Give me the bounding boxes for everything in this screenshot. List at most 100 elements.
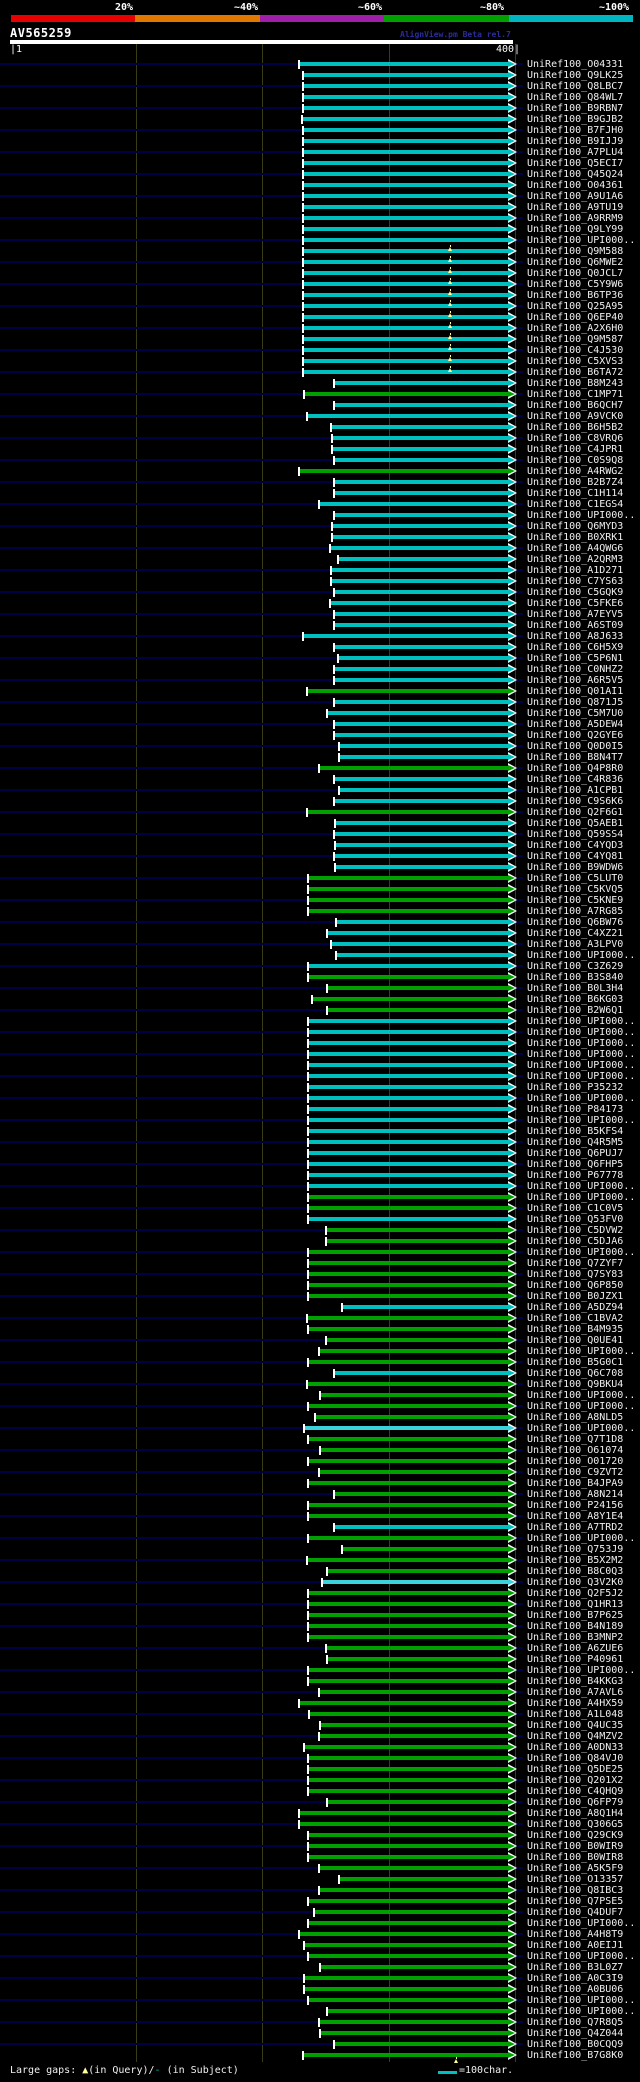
alignment-row[interactable]: UniRef100_B3S840: [0, 972, 640, 983]
alignment-row[interactable]: UniRef100_A5K5F9: [0, 1863, 640, 1874]
alignment-row[interactable]: UniRef100_Q7SY83: [0, 1269, 640, 1280]
alignment-row[interactable]: UniRef100_A6ZUE6: [0, 1643, 640, 1654]
alignment-row[interactable]: UniRef100_Q1HR13: [0, 1599, 640, 1610]
alignment-row[interactable]: UniRef100_Q4DUF7: [0, 1907, 640, 1918]
alignment-row[interactable]: UniRef100_Q0UE41: [0, 1335, 640, 1346]
alignment-row[interactable]: UniRef100_B4JPA9: [0, 1478, 640, 1489]
alignment-row[interactable]: UniRef100_Q9BKU4: [0, 1379, 640, 1390]
alignment-row[interactable]: UniRef100_A5DZ94: [0, 1302, 640, 1313]
alignment-row[interactable]: UniRef100_B7G8K0: [0, 2050, 640, 2063]
alignment-row[interactable]: UniRef100_A4RWG2: [0, 466, 640, 477]
alignment-row[interactable]: UniRef100_UPI000..: [0, 1247, 640, 1258]
alignment-row[interactable]: UniRef100_Q84WL7: [0, 92, 640, 103]
alignment-row[interactable]: UniRef100_A9U1A6: [0, 191, 640, 202]
alignment-row[interactable]: UniRef100_UPI000..: [0, 1918, 640, 1929]
alignment-row[interactable]: UniRef100_A0EIJ1: [0, 1940, 640, 1951]
alignment-row[interactable]: UniRef100_C5Y9W6: [0, 278, 640, 290]
alignment-row[interactable]: UniRef100_UPI000..: [0, 2006, 640, 2017]
alignment-row[interactable]: UniRef100_Q8LBC7: [0, 81, 640, 92]
alignment-row[interactable]: UniRef100_A8NLD5: [0, 1412, 640, 1423]
alignment-row[interactable]: UniRef100_B8C0Q3: [0, 1566, 640, 1577]
alignment-row[interactable]: UniRef100_C5DVW2: [0, 1225, 640, 1236]
alignment-row[interactable]: UniRef100_B2B7Z4: [0, 477, 640, 488]
alignment-row[interactable]: UniRef100_Q9M587: [0, 333, 640, 345]
alignment-row[interactable]: UniRef100_C1EGS4: [0, 499, 640, 510]
alignment-row[interactable]: UniRef100_A0C3I9: [0, 1973, 640, 1984]
alignment-row[interactable]: UniRef100_A7PLU4: [0, 147, 640, 158]
alignment-row[interactable]: UniRef100_C5FKE6: [0, 598, 640, 609]
alignment-row[interactable]: UniRef100_P24156: [0, 1500, 640, 1511]
alignment-row[interactable]: UniRef100_C5GQK9: [0, 587, 640, 598]
alignment-row[interactable]: UniRef100_A0BU06: [0, 1984, 640, 1995]
alignment-row[interactable]: UniRef100_C4QHQ9: [0, 1786, 640, 1797]
alignment-row[interactable]: UniRef100_B9RBN7: [0, 103, 640, 114]
alignment-row[interactable]: UniRef100_Q6MWE2: [0, 256, 640, 268]
alignment-row[interactable]: UniRef100_UPI000..: [0, 1192, 640, 1203]
alignment-row[interactable]: UniRef100_B4M935: [0, 1324, 640, 1335]
alignment-row[interactable]: UniRef100_O04331: [0, 59, 640, 70]
alignment-row[interactable]: UniRef100_Q8IBC3: [0, 1885, 640, 1896]
alignment-row[interactable]: UniRef100_Q6PUJ7: [0, 1148, 640, 1159]
alignment-row[interactable]: UniRef100_Q7ZYF7: [0, 1258, 640, 1269]
alignment-row[interactable]: UniRef100_Q4UC35: [0, 1720, 640, 1731]
alignment-row[interactable]: UniRef100_B3MNP2: [0, 1632, 640, 1643]
alignment-row[interactable]: UniRef100_A4H8T9: [0, 1929, 640, 1940]
alignment-row[interactable]: UniRef100_C9S6K6: [0, 796, 640, 807]
alignment-row[interactable]: UniRef100_UPI000..: [0, 1995, 640, 2006]
alignment-row[interactable]: UniRef100_P84173: [0, 1104, 640, 1115]
alignment-row[interactable]: UniRef100_C5M7U0: [0, 708, 640, 719]
alignment-row[interactable]: UniRef100_A5DEW4: [0, 719, 640, 730]
alignment-row[interactable]: UniRef100_UPI000..: [0, 1027, 640, 1038]
alignment-row[interactable]: UniRef100_B0WIR8: [0, 1852, 640, 1863]
alignment-row[interactable]: UniRef100_A1L048: [0, 1709, 640, 1720]
alignment-row[interactable]: UniRef100_B4KKG3: [0, 1676, 640, 1687]
alignment-row[interactable]: UniRef100_A0DN33: [0, 1742, 640, 1753]
alignment-row[interactable]: UniRef100_Q4Z044: [0, 2028, 640, 2039]
alignment-row[interactable]: UniRef100_UPI000..: [0, 1665, 640, 1676]
alignment-row[interactable]: UniRef100_A2QRM3: [0, 554, 640, 565]
alignment-row[interactable]: UniRef100_B8M243: [0, 378, 640, 389]
alignment-row[interactable]: UniRef100_Q6C708: [0, 1368, 640, 1379]
alignment-row[interactable]: UniRef100_UPI000..: [0, 1401, 640, 1412]
alignment-row[interactable]: UniRef100_Q4R5M5: [0, 1137, 640, 1148]
alignment-row[interactable]: UniRef100_Q6FP79: [0, 1797, 640, 1808]
alignment-row[interactable]: UniRef100_Q29CK9: [0, 1830, 640, 1841]
alignment-row[interactable]: UniRef100_A4HX59: [0, 1698, 640, 1709]
alignment-row[interactable]: UniRef100_C5XVS3: [0, 355, 640, 367]
alignment-row[interactable]: UniRef100_Q2GYE6: [0, 730, 640, 741]
alignment-row[interactable]: UniRef100_C0NHZ2: [0, 664, 640, 675]
alignment-row[interactable]: UniRef100_UPI000..: [0, 1038, 640, 1049]
alignment-row[interactable]: UniRef100_A7EYV5: [0, 609, 640, 620]
alignment-row[interactable]: UniRef100_UPI000..: [0, 950, 640, 961]
alignment-row[interactable]: UniRef100_Q201X2: [0, 1775, 640, 1786]
alignment-row[interactable]: UniRef100_Q6P850: [0, 1280, 640, 1291]
alignment-row[interactable]: UniRef100_Q306G5: [0, 1819, 640, 1830]
alignment-row[interactable]: UniRef100_B5G0C1: [0, 1357, 640, 1368]
alignment-row[interactable]: UniRef100_O61074: [0, 1445, 640, 1456]
alignment-row[interactable]: UniRef100_Q7PSE5: [0, 1896, 640, 1907]
alignment-row[interactable]: UniRef100_Q753J9: [0, 1544, 640, 1555]
alignment-row[interactable]: UniRef100_B6QCH7: [0, 400, 640, 411]
alignment-row[interactable]: UniRef100_B0CQQ9: [0, 2039, 640, 2050]
alignment-row[interactable]: UniRef100_C5LUT0: [0, 873, 640, 884]
alignment-row[interactable]: UniRef100_C1BVA2: [0, 1313, 640, 1324]
alignment-row[interactable]: UniRef100_B0XRK1: [0, 532, 640, 543]
alignment-row[interactable]: UniRef100_C9ZVT2: [0, 1467, 640, 1478]
alignment-row[interactable]: UniRef100_C6H5X9: [0, 642, 640, 653]
alignment-row[interactable]: UniRef100_Q5DE25: [0, 1764, 640, 1775]
alignment-row[interactable]: UniRef100_Q84VJ0: [0, 1753, 640, 1764]
alignment-row[interactable]: UniRef100_B6TP36: [0, 289, 640, 301]
alignment-row[interactable]: UniRef100_Q5AEB1: [0, 818, 640, 829]
alignment-row[interactable]: UniRef100_A9VCK0: [0, 411, 640, 422]
alignment-row[interactable]: UniRef100_B0WIR9: [0, 1841, 640, 1852]
alignment-row[interactable]: UniRef100_O04361: [0, 180, 640, 191]
alignment-row[interactable]: UniRef100_C4YQD3: [0, 840, 640, 851]
alignment-row[interactable]: UniRef100_C4J530: [0, 344, 640, 356]
alignment-row[interactable]: UniRef100_Q7T1D8: [0, 1434, 640, 1445]
alignment-row[interactable]: UniRef100_Q3V2K0: [0, 1577, 640, 1588]
alignment-row[interactable]: UniRef100_C5DJA6: [0, 1236, 640, 1247]
alignment-row[interactable]: UniRef100_Q2F6G1: [0, 807, 640, 818]
alignment-row[interactable]: UniRef100_UPI000..: [0, 1951, 640, 1962]
alignment-row[interactable]: UniRef100_Q6FHP5: [0, 1159, 640, 1170]
alignment-row[interactable]: UniRef100_C4R836: [0, 774, 640, 785]
